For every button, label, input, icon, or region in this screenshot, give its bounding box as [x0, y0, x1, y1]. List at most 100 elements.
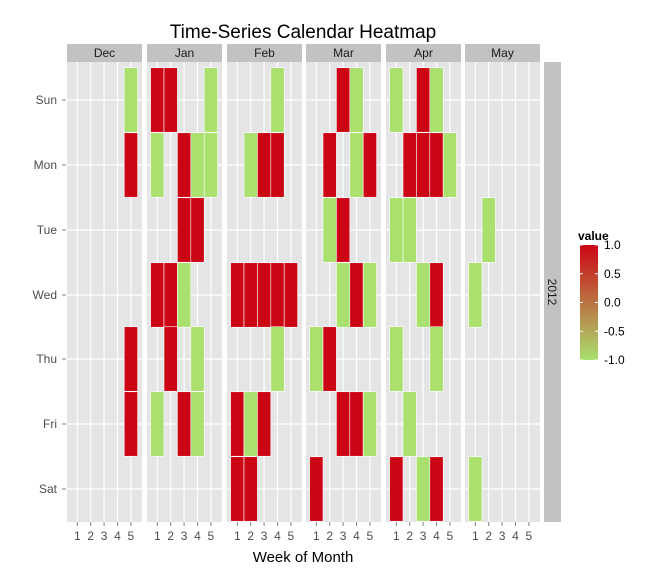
- x-tick-label: 1: [154, 529, 161, 543]
- heatmap-tile-mar-mon-w2: [322, 132, 337, 198]
- x-tick-label: 4: [274, 529, 281, 543]
- x-tick-label: 3: [420, 529, 427, 543]
- heatmap-tile-jan-mon-w5: [203, 132, 218, 198]
- heatmap-tile-apr-sat-w1: [389, 456, 404, 522]
- x-tick-label: 4: [194, 529, 201, 543]
- x-tick-label: 1: [234, 529, 241, 543]
- facet-strip-label: Dec: [94, 46, 115, 60]
- heatmap-tile-feb-wed-w4: [270, 262, 285, 328]
- heatmap-tile-jan-fri-w1: [150, 391, 165, 457]
- x-tick-label: 5: [367, 529, 374, 543]
- heatmap-tile-apr-fri-w2: [402, 391, 417, 457]
- legend-tick-label: -0.5: [604, 324, 625, 338]
- heatmap-tile-apr-wed-w4: [429, 262, 444, 328]
- heatmap-tile-mar-thu-w2: [322, 326, 337, 392]
- heatmap-tile-feb-wed-w5: [283, 262, 298, 328]
- heatmap-tile-mar-mon-w4: [349, 132, 364, 198]
- legend-tick-label: 0.0: [604, 296, 621, 310]
- x-tick-label: 1: [393, 529, 400, 543]
- heatmap-tile-mar-sun-w3: [336, 67, 351, 133]
- heatmap-tile-mar-tue-w2: [322, 197, 337, 263]
- heatmap-tile-dec-fri-w5: [123, 391, 138, 457]
- legend-tick-label: 1.0: [604, 238, 621, 252]
- heatmap-tile-feb-mon-w4: [270, 132, 285, 198]
- y-tick-label-wed: Wed: [33, 288, 57, 302]
- x-tick-label: 5: [526, 529, 533, 543]
- heatmap-tile-feb-sat-w1: [230, 456, 245, 522]
- facet-strip-mar: [306, 44, 381, 62]
- heatmap-tile-apr-sun-w1: [389, 67, 404, 133]
- heatmap-tile-feb-fri-w2: [243, 391, 258, 457]
- heatmap-tile-mar-wed-w5: [362, 262, 377, 328]
- heatmap-tile-apr-mon-w3: [416, 132, 431, 198]
- x-tick-label: 2: [87, 529, 94, 543]
- heatmap-tile-jan-mon-w3: [177, 132, 192, 198]
- facet-strip-apr: [386, 44, 461, 62]
- facet-strip-label: Apr: [414, 46, 433, 60]
- heatmap-tile-jan-sun-w1: [150, 67, 165, 133]
- x-tick-label: 3: [261, 529, 268, 543]
- x-tick-label: 4: [114, 529, 121, 543]
- heatmap-tile-apr-mon-w5: [442, 132, 457, 198]
- heatmap-tile-jan-fri-w4: [190, 391, 205, 457]
- y-tick-label-sat: Sat: [39, 482, 58, 496]
- heatmap-tile-dec-sun-w5: [123, 67, 138, 133]
- heatmap-tile-feb-sun-w4: [270, 67, 285, 133]
- facet-row-label: 2012: [545, 279, 559, 306]
- heatmap-tile-mar-sat-w1: [309, 456, 324, 522]
- x-tick-label: 5: [447, 529, 454, 543]
- x-tick-label: 3: [499, 529, 506, 543]
- heatmap-tile-dec-mon-w5: [123, 132, 138, 198]
- chart-title: Time-Series Calendar Heatmap: [170, 22, 436, 43]
- heatmap-tile-apr-sat-w3: [416, 456, 431, 522]
- x-tick-label: 3: [340, 529, 347, 543]
- x-tick-label: 2: [167, 529, 174, 543]
- heatmap-tile-mar-tue-w3: [336, 197, 351, 263]
- heatmap-tile-mar-wed-w4: [349, 262, 364, 328]
- heatmap-tile-feb-thu-w4: [270, 326, 285, 392]
- heatmap-tile-apr-tue-w1: [389, 197, 404, 263]
- heatmap-tile-apr-sun-w4: [429, 67, 444, 133]
- y-tick-label-sun: Sun: [36, 93, 57, 107]
- legend-title: value: [578, 229, 609, 243]
- y-tick-label-tue: Tue: [37, 223, 58, 237]
- x-tick-label: 5: [288, 529, 295, 543]
- heatmap-tile-apr-thu-w1: [389, 326, 404, 392]
- facet-strip-dec: [67, 44, 142, 62]
- heatmap-tile-jan-mon-w4: [190, 132, 205, 198]
- heatmap-tile-mar-fri-w4: [349, 391, 364, 457]
- x-tick-label: 1: [313, 529, 320, 543]
- heatmap-tile-apr-wed-w3: [416, 262, 431, 328]
- facet-strip-label: May: [491, 46, 514, 60]
- heatmap-tile-mar-mon-w5: [362, 132, 377, 198]
- x-tick-label: 1: [472, 529, 479, 543]
- heatmap-tile-jan-wed-w1: [150, 262, 165, 328]
- heatmap-tile-mar-thu-w1: [309, 326, 324, 392]
- x-tick-label: 4: [353, 529, 360, 543]
- heatmap-tile-dec-thu-w5: [123, 326, 138, 392]
- x-tick-label: 2: [326, 529, 333, 543]
- heatmap-tile-mar-wed-w3: [336, 262, 351, 328]
- heatmap-tile-apr-sat-w4: [429, 456, 444, 522]
- heatmap-tile-feb-sat-w2: [243, 456, 258, 522]
- heatmap-tile-jan-sun-w2: [163, 67, 178, 133]
- heatmap-tile-feb-fri-w3: [257, 391, 272, 457]
- heatmap-tile-mar-fri-w5: [362, 391, 377, 457]
- y-tick-label-fri: Fri: [43, 417, 57, 431]
- heatmap-tile-may-tue-w2: [481, 197, 496, 263]
- heatmap-tile-apr-tue-w2: [402, 197, 417, 263]
- legend-tick-label: -1.0: [604, 353, 625, 367]
- heatmap-tile-apr-mon-w4: [429, 132, 444, 198]
- facet-strip-label: Mar: [333, 46, 354, 60]
- heatmap-tile-jan-tue-w3: [177, 197, 192, 263]
- heatmap-tile-feb-wed-w2: [243, 262, 258, 328]
- heatmap-tile-jan-tue-w4: [190, 197, 205, 263]
- heatmap-tile-jan-wed-w3: [177, 262, 192, 328]
- facet-strip-may: [465, 44, 540, 62]
- y-tick-label-thu: Thu: [36, 352, 57, 366]
- x-axis-label: Week of Month: [253, 549, 354, 566]
- heatmap-tile-jan-sun-w5: [203, 67, 218, 133]
- x-tick-label: 5: [208, 529, 215, 543]
